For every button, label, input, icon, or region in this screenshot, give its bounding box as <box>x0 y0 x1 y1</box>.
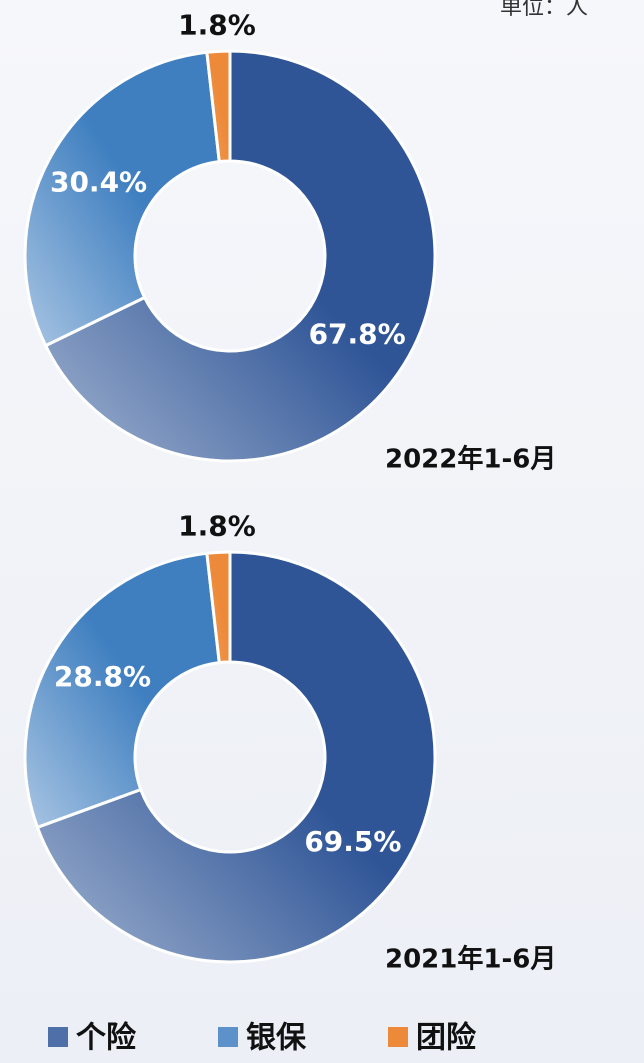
donut-segment <box>205 49 232 164</box>
chart-title: 2021年1-6月 <box>385 944 556 975</box>
donut-segment <box>43 49 437 463</box>
legend-swatch <box>48 1027 68 1047</box>
data-label: 1.8% <box>178 8 256 41</box>
legend-label: 团险 <box>416 1021 477 1056</box>
data-label: 1.8% <box>178 509 256 542</box>
legend-label: 银保 <box>246 1021 307 1056</box>
legend-label: 个险 <box>76 1021 137 1056</box>
data-label: 67.8% <box>309 318 406 351</box>
donut-segment <box>23 551 221 830</box>
donut-segment <box>35 550 437 964</box>
legend-swatch <box>388 1027 408 1047</box>
unit-note: 单位：人 <box>500 0 588 20</box>
data-label: 30.4% <box>50 166 147 199</box>
data-label: 28.8% <box>54 660 151 693</box>
chart-title: 2022年1-6月 <box>385 444 556 475</box>
donut-segment <box>23 50 221 348</box>
data-label: 69.5% <box>304 825 401 858</box>
donut-segment <box>205 550 232 665</box>
legend-swatch <box>218 1027 238 1047</box>
